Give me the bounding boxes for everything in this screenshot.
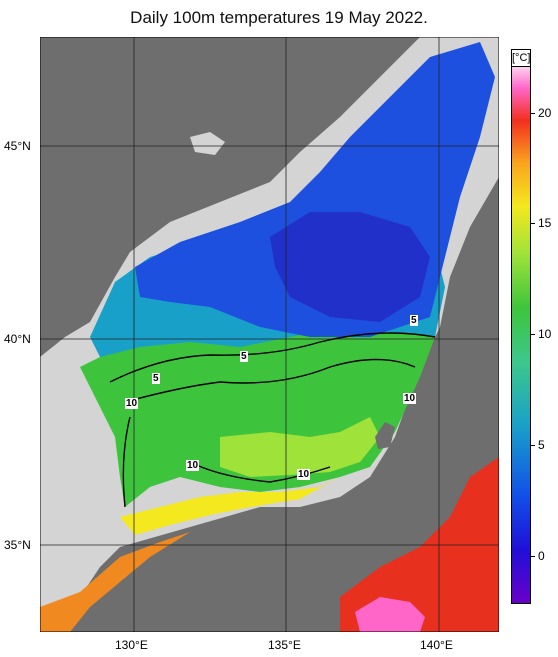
colorbar-unit: [°C] — [511, 49, 531, 67]
colorbar-tick — [531, 334, 535, 335]
hot-core — [355, 597, 425, 632]
colorbar — [511, 66, 531, 604]
temperature-map — [40, 37, 499, 632]
colorbar-tick — [531, 445, 535, 446]
lat-label-40: 40°N — [4, 332, 31, 346]
colorbar-label-5: 5 — [538, 438, 545, 452]
grid-lines — [40, 37, 499, 632]
sea-yellow — [120, 477, 340, 535]
contour-label: 5 — [152, 373, 160, 384]
colorbar-tick — [531, 113, 535, 114]
contour-label: 5 — [410, 315, 418, 326]
colorbar-label-20: 20 — [538, 106, 552, 120]
lon-label-130: 130°E — [115, 638, 148, 652]
contour-label: 10 — [403, 393, 417, 404]
colorbar-label-0: 0 — [538, 549, 545, 563]
sea-deep-blue — [270, 212, 430, 322]
map-svg — [40, 37, 499, 632]
contour-label: 10 — [125, 398, 139, 409]
island-lake — [190, 132, 225, 155]
contour-label: 10 — [186, 460, 200, 471]
colorbar-label-15: 15 — [538, 216, 552, 230]
lon-label-135: 135°E — [268, 638, 301, 652]
lat-label-45: 45°N — [4, 139, 31, 153]
lon-label-140: 140°E — [420, 638, 453, 652]
warm-sea — [340, 457, 499, 632]
contour-label: 10 — [297, 469, 311, 480]
sea-lime — [220, 417, 380, 477]
colorbar-tick — [531, 556, 535, 557]
colorbar-label-10: 10 — [538, 327, 552, 341]
island-sado — [375, 422, 395, 449]
colorbar-tick — [531, 223, 535, 224]
lat-label-35: 35°N — [4, 538, 31, 552]
contour-label: 5 — [240, 351, 248, 362]
warm-sea-west — [40, 532, 190, 632]
map-title: Daily 100m temperatures 19 May 2022. — [130, 8, 428, 27]
